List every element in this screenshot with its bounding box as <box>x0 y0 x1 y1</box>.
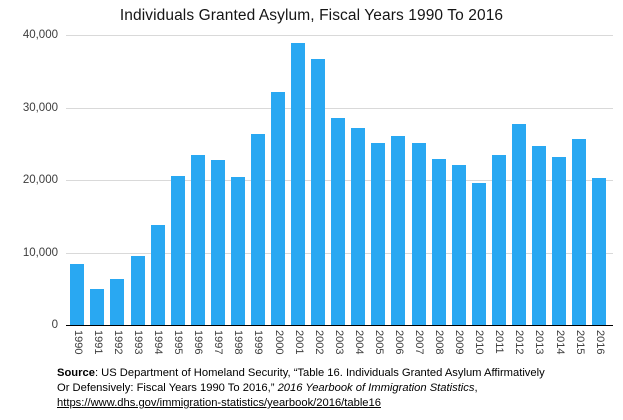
source-yearbook-title: 2016 Yearbook of Immigration Statistics <box>277 382 475 394</box>
x-tick-label-1995: 1995 <box>172 330 185 355</box>
x-tick-label-2014: 2014 <box>553 330 566 355</box>
bar-2016 <box>592 177 607 325</box>
bar-2000 <box>271 91 285 325</box>
x-tick-label-2008: 2008 <box>433 330 446 355</box>
x-tick-label-1996: 1996 <box>192 330 205 355</box>
source-line2-tail: , <box>474 382 478 394</box>
source-link[interactable]: https://www.dhs.gov/immigration-statisti… <box>57 397 381 409</box>
source-line-2: Or Defensively: Fiscal Years 1990 To 201… <box>57 381 597 396</box>
x-tick-label-2004: 2004 <box>352 330 365 355</box>
source-label: Source <box>57 367 95 379</box>
y-tick-label-40000: 40,000 <box>22 29 58 41</box>
y-tick-label-0: 0 <box>51 319 58 331</box>
bar-2012 <box>511 123 526 325</box>
x-tick-label-1997: 1997 <box>212 330 225 355</box>
x-tick-label-2010: 2010 <box>473 330 486 355</box>
source-line-1: Source: US Department of Homeland Securi… <box>57 366 597 381</box>
y-tick-label-30000: 30,000 <box>22 101 58 114</box>
bar-2007 <box>411 143 426 325</box>
source-line-3: https://www.dhs.gov/immigration-statisti… <box>57 396 597 411</box>
bar-2013 <box>531 145 546 325</box>
x-tick-label-2006: 2006 <box>392 330 405 355</box>
gridline-40000 <box>66 35 613 36</box>
y-tick-label-20000: 20,000 <box>22 174 58 186</box>
x-tick-label-2007: 2007 <box>413 330 425 355</box>
bar-1995 <box>170 175 185 325</box>
source-line1-text: : US Department of Homeland Security, “T… <box>94 367 545 379</box>
bar-2002 <box>311 58 326 325</box>
bar-1994 <box>150 225 165 325</box>
bar-1991 <box>90 288 105 325</box>
x-axis-line <box>66 325 613 326</box>
bar-2005 <box>371 143 386 325</box>
bar-2003 <box>331 117 346 325</box>
bar-2006 <box>391 135 406 325</box>
x-tick-label-1991: 1991 <box>91 330 104 355</box>
x-tick-label-2013: 2013 <box>533 330 546 355</box>
bar-2001 <box>291 43 306 325</box>
x-tick-label-1990: 1990 <box>71 330 84 355</box>
x-tick-label-2009: 2009 <box>453 330 466 355</box>
bar-1997 <box>210 159 225 325</box>
x-tick-label-2001: 2001 <box>292 330 305 355</box>
bar-2008 <box>431 159 446 325</box>
x-tick-label-2016: 2016 <box>593 330 606 355</box>
x-tick-label-1992: 1992 <box>111 330 124 355</box>
bar-1996 <box>190 155 205 325</box>
bar-1998 <box>230 177 245 325</box>
x-tick-label-2002: 2002 <box>312 330 325 355</box>
x-tick-label-1994: 1994 <box>152 330 165 355</box>
bar-2011 <box>491 155 506 325</box>
bar-2004 <box>351 127 366 325</box>
source-note: Source: US Department of Homeland Securi… <box>57 366 597 411</box>
source-line2-text: Or Defensively: Fiscal Years 1990 To 201… <box>57 382 278 394</box>
x-tick-label-1998: 1998 <box>232 330 245 355</box>
x-tick-label-2000: 2000 <box>272 330 285 355</box>
bar-2010 <box>471 182 486 325</box>
bar-2009 <box>451 164 466 325</box>
x-tick-label-2003: 2003 <box>332 330 345 355</box>
x-tick-label-1999: 1999 <box>252 330 265 355</box>
bar-1992 <box>110 279 125 325</box>
bar-1999 <box>250 134 265 325</box>
plot-area <box>66 35 613 326</box>
chart-title: Individuals Granted Asylum, Fiscal Years… <box>119 7 504 24</box>
bar-2014 <box>552 156 566 325</box>
bar-1993 <box>130 256 145 325</box>
y-axis-tick-labels: 40,000 30,000 20,000 10,000 0 <box>0 0 58 420</box>
gridline-30000 <box>66 107 613 109</box>
bar-1990 <box>70 264 85 325</box>
y-tick-label-10000: 10,000 <box>22 246 58 259</box>
x-tick-label-2015: 2015 <box>573 330 586 355</box>
x-tick-label-2011: 2011 <box>493 330 506 354</box>
x-tick-label-1993: 1993 <box>132 330 144 355</box>
x-tick-label-2005: 2005 <box>372 330 385 355</box>
x-tick-label-2012: 2012 <box>513 330 526 355</box>
bar-2015 <box>572 139 587 325</box>
